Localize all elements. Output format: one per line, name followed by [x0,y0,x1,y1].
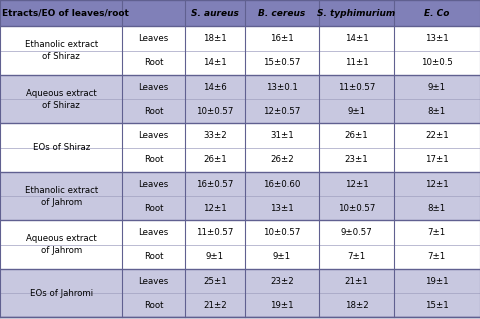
Text: 7±1: 7±1 [428,228,446,237]
Text: Ethanolic extract
of Shiraz: Ethanolic extract of Shiraz [24,40,98,61]
Text: 23±1: 23±1 [345,155,368,164]
Text: 31±1: 31±1 [270,131,294,140]
Text: B. cereus: B. cereus [258,9,306,18]
Bar [0,75,480,123]
Text: Leaves: Leaves [138,228,169,237]
Text: 11±0.57: 11±0.57 [196,228,233,237]
Text: Root: Root [144,58,163,67]
Text: 16±0.57: 16±0.57 [196,180,233,189]
Text: Root: Root [144,301,163,310]
Text: 12±0.57: 12±0.57 [264,107,300,116]
Text: 19±1: 19±1 [425,277,449,286]
Text: 13±1: 13±1 [270,204,294,213]
Text: Leaves: Leaves [138,83,169,92]
Text: 13±1: 13±1 [425,34,449,43]
Text: Leaves: Leaves [138,131,169,140]
Bar [0,269,480,317]
Text: 14±1: 14±1 [345,34,368,43]
Text: Root: Root [144,155,163,164]
Text: 9±1: 9±1 [348,107,365,116]
Text: 12±1: 12±1 [425,180,449,189]
Text: Root: Root [144,204,163,213]
Text: 26±1: 26±1 [203,155,227,164]
Text: EOs of Jahromi: EOs of Jahromi [30,289,93,298]
Text: 9±0.57: 9±0.57 [340,228,372,237]
Text: 22±1: 22±1 [425,131,449,140]
Text: 10±0.57: 10±0.57 [196,107,233,116]
Text: S. typhimurium: S. typhimurium [317,9,396,18]
Text: 11±1: 11±1 [345,58,368,67]
Text: EOs of Shiraz: EOs of Shiraz [33,143,90,152]
Text: 16±1: 16±1 [270,34,294,43]
Text: Root: Root [144,252,163,261]
Text: 10±0.57: 10±0.57 [264,228,300,237]
Text: Root: Root [144,107,163,116]
Text: 19±1: 19±1 [270,301,294,310]
Text: E. Co: E. Co [424,9,449,18]
Text: 10±0.57: 10±0.57 [338,204,375,213]
Bar [0,0,480,26]
Text: Etracts/EO of leaves/root: Etracts/EO of leaves/root [2,9,129,18]
Text: 33±2: 33±2 [203,131,227,140]
Text: 7±1: 7±1 [428,252,446,261]
Text: Leaves: Leaves [138,277,169,286]
Text: 8±1: 8±1 [428,107,446,116]
Text: 9±1: 9±1 [206,252,224,261]
Text: 9±1: 9±1 [273,252,291,261]
Text: Leaves: Leaves [138,180,169,189]
Bar [0,220,480,269]
Bar [0,172,480,220]
Text: 10±0.5: 10±0.5 [421,58,453,67]
Text: 15±0.57: 15±0.57 [264,58,300,67]
Text: 25±1: 25±1 [203,277,227,286]
Text: 18±1: 18±1 [203,34,227,43]
Text: 14±1: 14±1 [203,58,227,67]
Text: Aqueous extract
of Shiraz: Aqueous extract of Shiraz [26,89,96,110]
Text: 9±1: 9±1 [428,83,446,92]
Text: Leaves: Leaves [138,34,169,43]
Text: 7±1: 7±1 [347,252,366,261]
Bar [0,123,480,172]
Text: 13±0.1: 13±0.1 [266,83,298,92]
Text: 15±1: 15±1 [425,301,449,310]
Text: 12±1: 12±1 [203,204,227,213]
Text: 26±1: 26±1 [345,131,368,140]
Text: 21±2: 21±2 [203,301,227,310]
Text: 14±6: 14±6 [203,83,227,92]
Bar [0,26,480,75]
Text: S. aureus: S. aureus [191,9,239,18]
Text: 11±0.57: 11±0.57 [338,83,375,92]
Text: 17±1: 17±1 [425,155,449,164]
Text: 12±1: 12±1 [345,180,368,189]
Text: 8±1: 8±1 [428,204,446,213]
Text: Aqueous extract
of Jahrom: Aqueous extract of Jahrom [26,234,96,255]
Text: Ethanolic extract
of Jahrom: Ethanolic extract of Jahrom [24,186,98,207]
Text: 26±2: 26±2 [270,155,294,164]
Text: 18±2: 18±2 [345,301,368,310]
Text: 16±0.60: 16±0.60 [264,180,300,189]
Text: 21±1: 21±1 [345,277,368,286]
Text: 23±2: 23±2 [270,277,294,286]
